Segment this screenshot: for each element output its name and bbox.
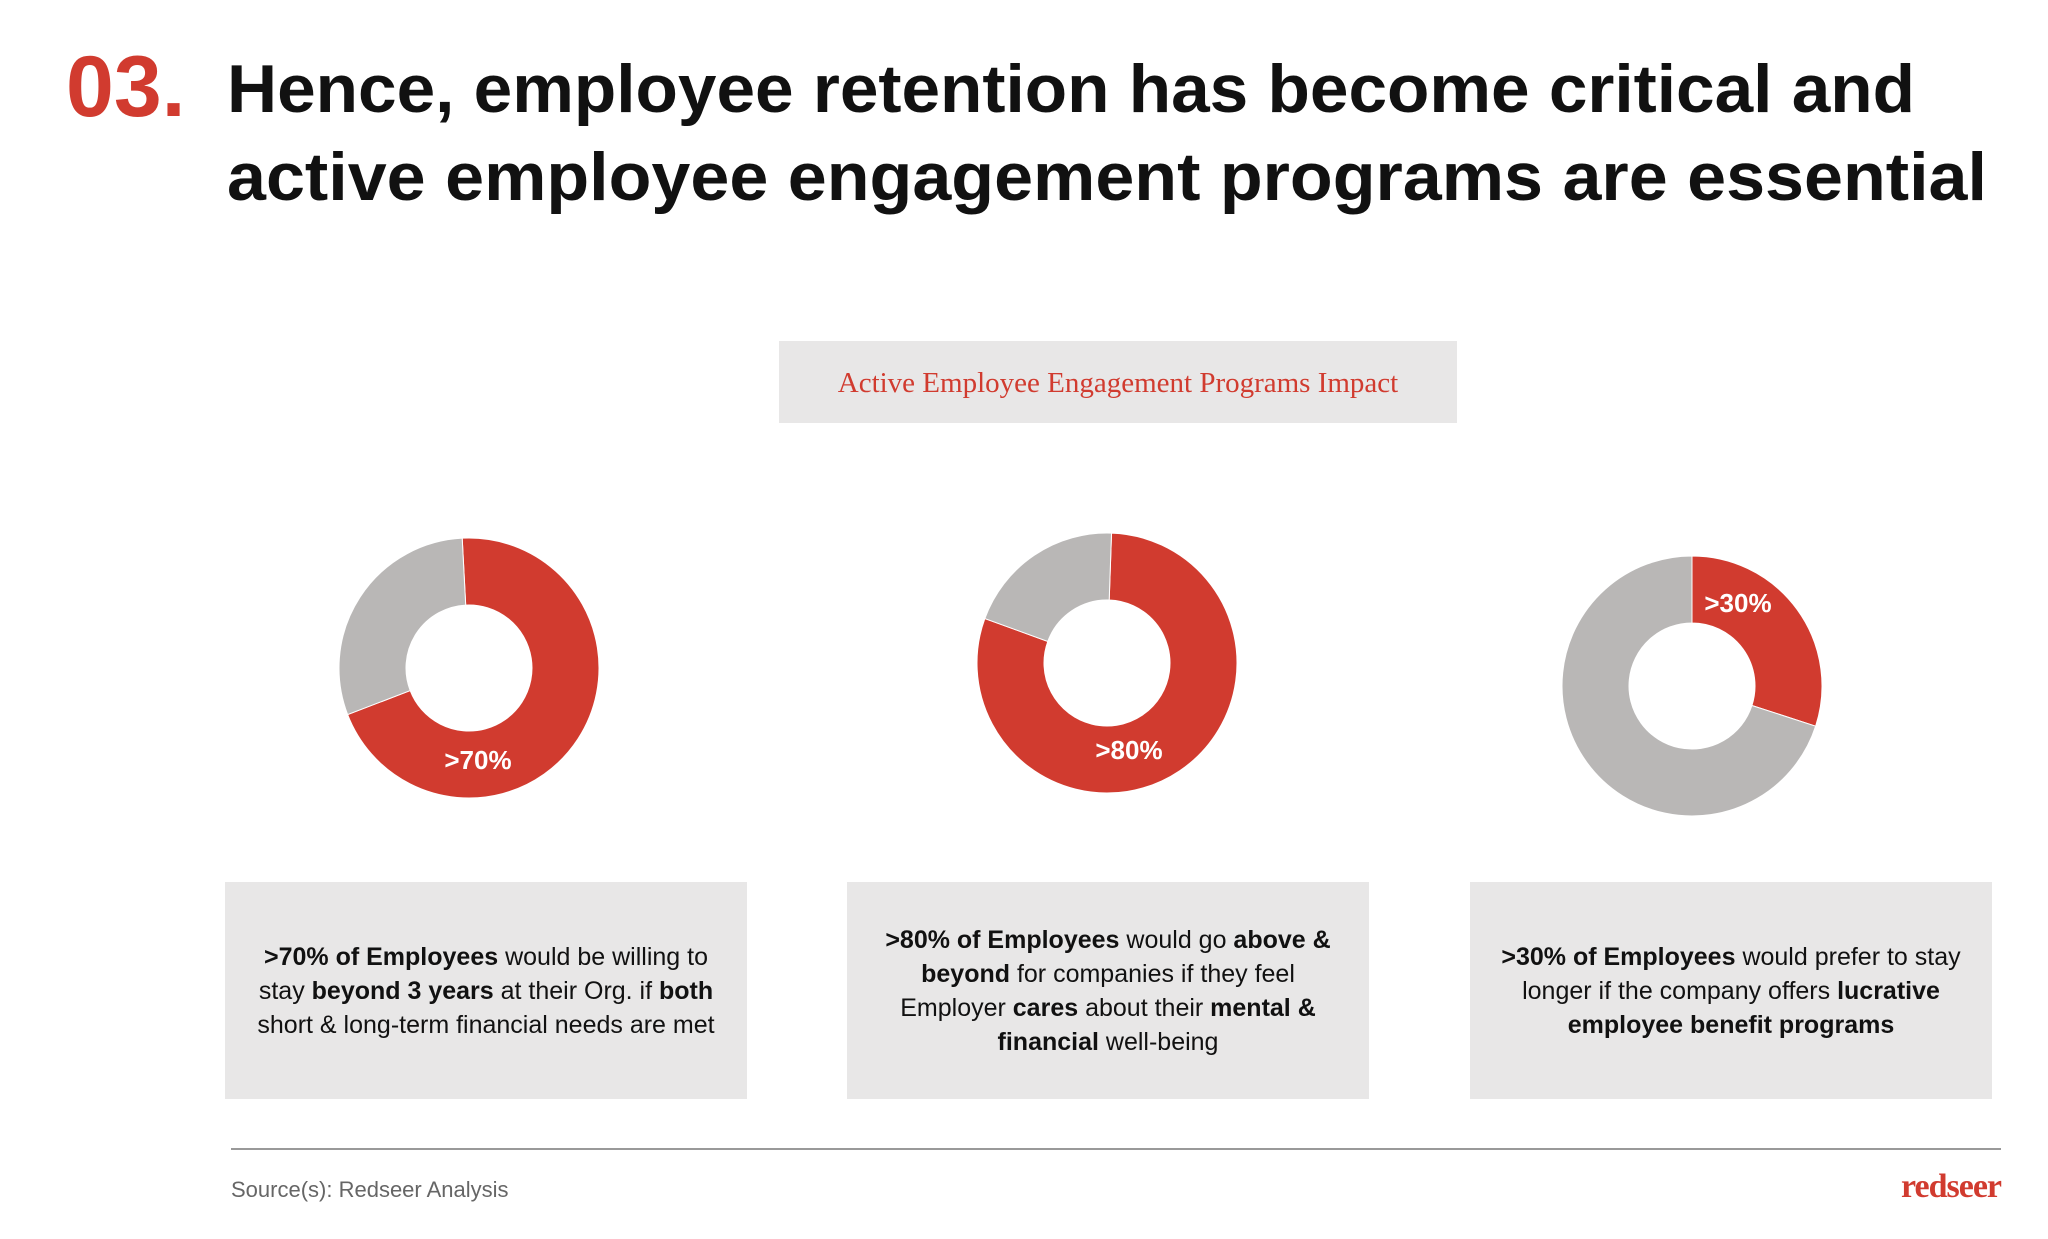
value-label: >70% [444, 745, 511, 775]
note-run: about their [1078, 993, 1211, 1022]
note-emphasis: >80% of Employees [885, 925, 1120, 954]
donut-slice [1691, 555, 1823, 727]
note-text: >30% of Employees would prefer to stay l… [1496, 940, 1966, 1042]
note-run: for companies if they feel Employer [900, 959, 1302, 1022]
logo: redseer [1901, 1168, 2002, 1205]
donut-slice [1561, 555, 1817, 817]
note-run: would prefer to stay longer if the compa… [1522, 942, 1968, 1005]
note-emphasis: both [659, 976, 714, 1005]
note-text: >70% of Employees would be willing to st… [251, 940, 721, 1042]
note-run: at their Org. if [493, 976, 660, 1005]
note-run: would go [1119, 925, 1234, 954]
note-emphasis: >30% of Employees [1501, 942, 1736, 971]
title-line: active employee engagement programs are … [227, 139, 1987, 215]
donut-slice [338, 537, 467, 716]
donut-slice [976, 532, 1238, 794]
note-run: would be willing to stay [258, 942, 715, 1005]
note-emphasis: cares [1012, 993, 1079, 1022]
value-label: >80% [1095, 735, 1162, 765]
value-label: >30% [1704, 588, 1771, 618]
section-label-box [779, 341, 1457, 423]
note-run: short & long-term financial needs are me… [257, 976, 721, 1039]
donut-slice [346, 537, 600, 799]
note-emphasis: >70% of Employees [264, 942, 499, 971]
note-box: >30% of Employees would prefer to stay l… [1470, 882, 1992, 1099]
section-number: 03. [66, 39, 186, 135]
note-emphasis: above & beyond [921, 925, 1338, 988]
note-emphasis: beyond 3 years [311, 976, 494, 1005]
source: Source(s): Redseer Analysis [231, 1177, 509, 1202]
note-emphasis: mental & financial [997, 993, 1323, 1056]
section-label: Active Employee Engagement Programs Impa… [838, 367, 1399, 399]
donut-slice [984, 532, 1113, 643]
note-box: >70% of Employees would be willing to st… [225, 882, 747, 1099]
note-box: >80% of Employees would go above & beyon… [847, 882, 1369, 1099]
note-text: >80% of Employees would go above & beyon… [873, 923, 1343, 1059]
note-emphasis: lucrative employee benefit programs [1567, 976, 1947, 1039]
title-line: Hence, employee retention has become cri… [227, 51, 1915, 127]
note-run: well-being [1098, 1027, 1219, 1056]
